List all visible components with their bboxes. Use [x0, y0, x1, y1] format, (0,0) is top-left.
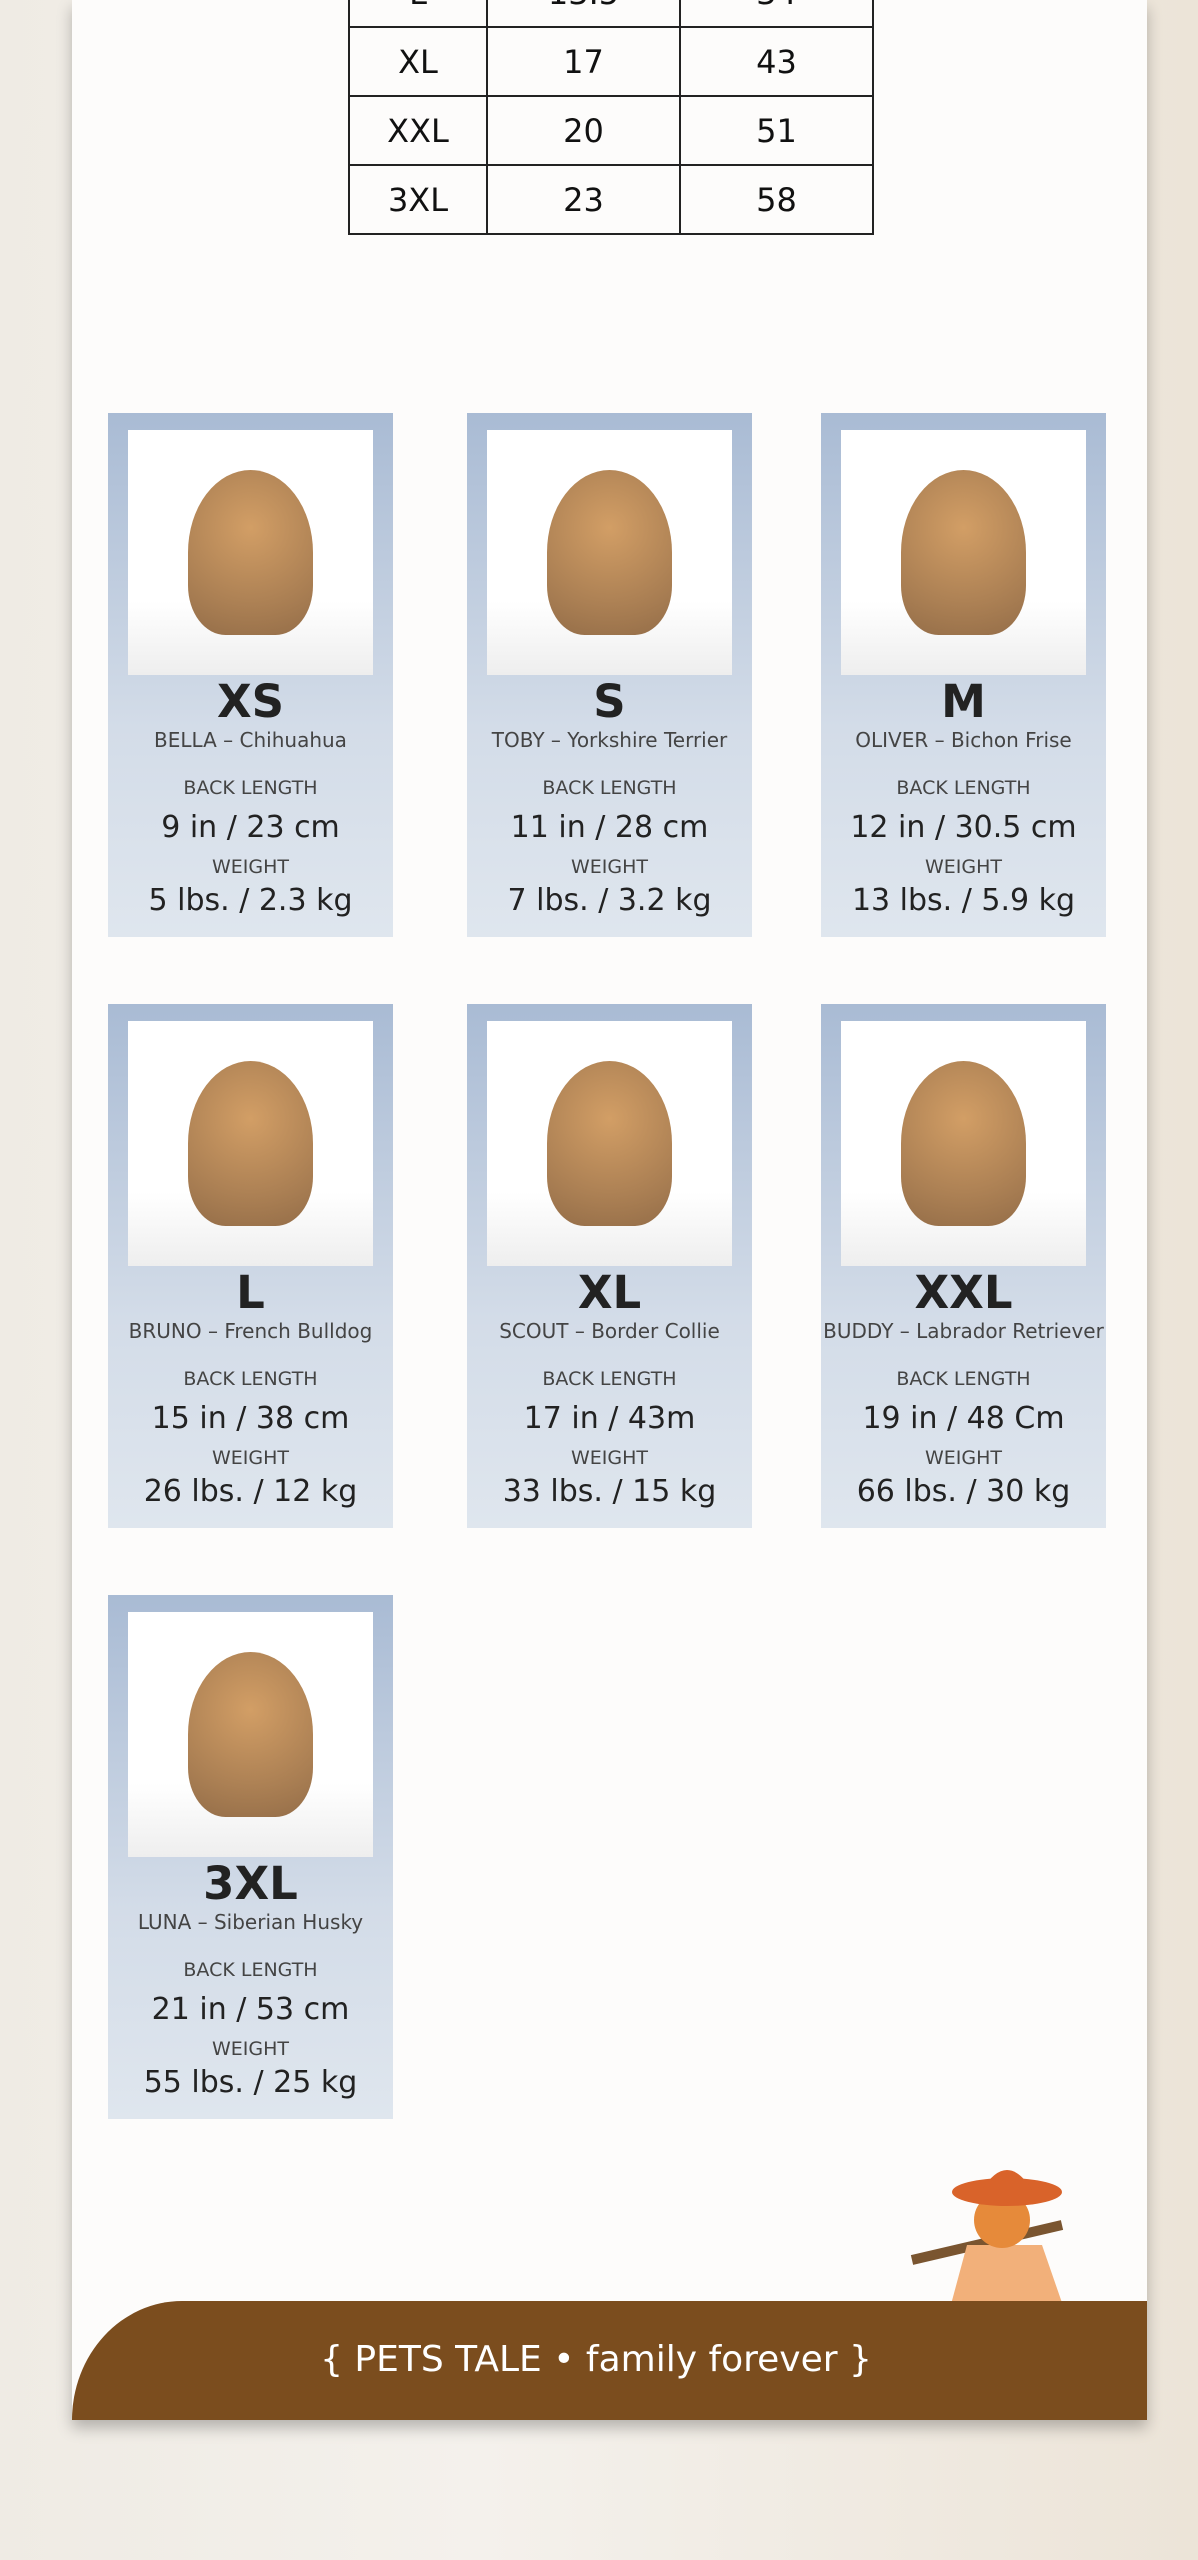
weight-label: WEIGHT: [211, 2038, 289, 2060]
dog-name: SCOUT – Border Collie: [499, 1319, 720, 1343]
dog-silhouette: [901, 470, 1026, 635]
back-length-label: BACK LENGTH: [896, 1368, 1031, 1390]
table-cell: 58: [679, 164, 874, 235]
footer-band: { PETS TALE • family forever }: [72, 2301, 1147, 2420]
dog-silhouette: [188, 1061, 313, 1226]
dog-name: BUDDY – Labrador Retriever: [823, 1319, 1104, 1343]
dog-photo: [128, 430, 373, 675]
back-length-label: BACK LENGTH: [183, 1368, 318, 1390]
size-label: S: [593, 675, 626, 728]
table-cell: 20: [486, 95, 681, 166]
table-cell: 17: [486, 26, 681, 97]
back-length: 17 in / 43m: [523, 1401, 696, 1436]
dog-photo: [841, 430, 1086, 675]
dog-photo: [128, 1612, 373, 1857]
dog-silhouette: [547, 470, 672, 635]
dog-silhouette: [547, 1061, 672, 1226]
table-row: 3XL 23 58: [348, 164, 874, 235]
back-length: 9 in / 23 cm: [161, 810, 340, 845]
back-length-label: BACK LENGTH: [183, 1959, 318, 1981]
dog-photo: [487, 1021, 732, 1266]
size-card: XXL BUDDY – Labrador Retriever BACK LENGTH…: [821, 1004, 1106, 1528]
weight-label: WEIGHT: [211, 856, 289, 878]
size-label: 3XL: [203, 1857, 298, 1910]
weight: 66 lbs. / 30 kg: [856, 1474, 1071, 1509]
table-cell: XXL: [348, 95, 488, 166]
weight-label: WEIGHT: [570, 856, 648, 878]
dog-photo: [487, 430, 732, 675]
table-cell: 34: [679, 0, 874, 28]
back-length: 15 in / 38 cm: [151, 1401, 350, 1436]
table-cell: XL: [348, 26, 488, 97]
size-card: S TOBY – Yorkshire Terrier BACK LENGTH 11 i…: [467, 413, 752, 937]
size-label: M: [941, 675, 986, 728]
weight: 13 lbs. / 5.9 kg: [851, 883, 1076, 918]
weight: 5 lbs. / 2.3 kg: [148, 883, 353, 918]
size-label: XXL: [914, 1266, 1013, 1319]
size-card: XS BELLA – Chihuahua BACK LENGTH 9 in / 23 …: [108, 413, 393, 937]
dog-photo: [841, 1021, 1086, 1266]
size-label: XL: [577, 1266, 642, 1319]
table-cell: 3XL: [348, 164, 488, 235]
table-cell: 23: [486, 164, 681, 235]
weight: 33 lbs. / 15 kg: [502, 1474, 717, 1509]
table-row: L13.534: [348, 0, 874, 28]
back-length: 21 in / 53 cm: [151, 1992, 350, 2027]
dog-silhouette: [901, 1061, 1026, 1226]
dog-photo: [128, 1021, 373, 1266]
table-cell: 51: [679, 95, 874, 166]
dog-name: LUNA – Siberian Husky: [137, 1910, 364, 1934]
back-length-label: BACK LENGTH: [183, 777, 318, 799]
table-cell: 13.5: [486, 0, 681, 28]
weight-label: WEIGHT: [570, 1447, 648, 1469]
back-length: 19 in / 48 Cm: [862, 1401, 1065, 1436]
size-card: XL SCOUT – Border Collie BACK LENGTH 17 in …: [467, 1004, 752, 1528]
table-cell: L: [348, 0, 488, 28]
size-table: L13.534XL1743XXL20513XL2358: [348, 0, 874, 235]
weight-label: WEIGHT: [211, 1447, 289, 1469]
dog-silhouette: [188, 470, 313, 635]
dog-name: TOBY – Yorkshire Terrier: [491, 728, 728, 752]
weight-label: WEIGHT: [924, 856, 1002, 878]
size-card: 3XL LUNA – Siberian Husky BACK LENGTH 21 in…: [108, 1595, 393, 2119]
weight: 26 lbs. / 12 kg: [143, 1474, 358, 1509]
dog-name: OLIVER – Bichon Frise: [855, 728, 1072, 752]
table-cell: 43: [679, 26, 874, 97]
table-row: XL 17 43: [348, 26, 874, 97]
size-label: L: [236, 1266, 265, 1319]
back-length: 12 in / 30.5 cm: [850, 810, 1077, 845]
dog-name: BELLA – Chihuahua: [154, 728, 347, 752]
back-length-label: BACK LENGTH: [542, 777, 677, 799]
size-card: L BRUNO – French Bulldog BACK LENGTH 15 in …: [108, 1004, 393, 1528]
weight-label: WEIGHT: [924, 1447, 1002, 1469]
dog-silhouette: [188, 1652, 313, 1817]
weight: 55 lbs. / 25 kg: [143, 2065, 358, 2100]
footer-text: { PETS TALE • family forever }: [320, 2339, 872, 2380]
size-label: XS: [216, 675, 285, 728]
dog-name: BRUNO – French Bulldog: [128, 1319, 373, 1343]
back-length: 11 in / 28 cm: [510, 810, 709, 845]
size-card: M OLIVER – Bichon Frise BACK LENGTH 12 in /…: [821, 413, 1106, 937]
back-length-label: BACK LENGTH: [542, 1368, 677, 1390]
back-length-label: BACK LENGTH: [896, 777, 1031, 799]
table-row: XXL 20 51: [348, 95, 874, 166]
weight: 7 lbs. / 3.2 kg: [507, 883, 712, 918]
